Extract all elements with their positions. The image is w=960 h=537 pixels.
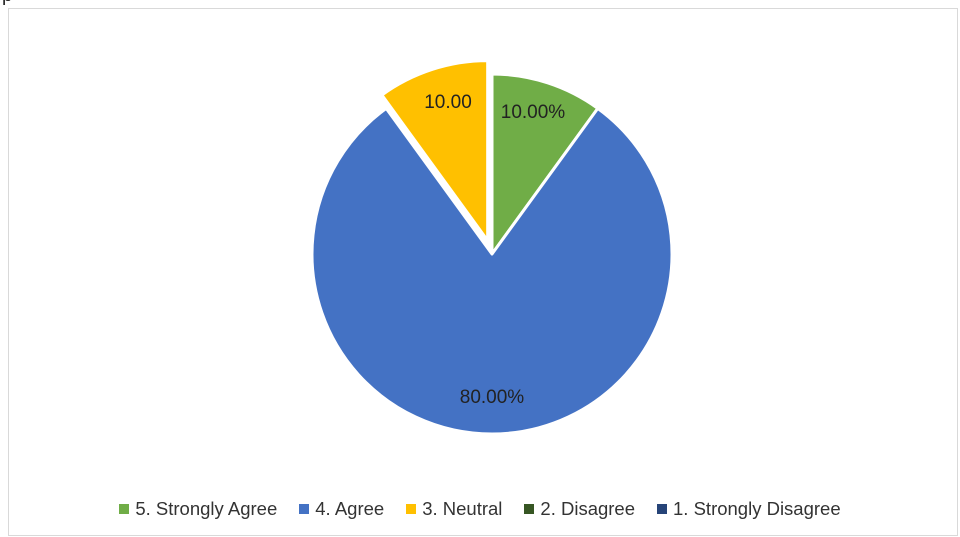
legend-item-2-disagree: 2. Disagree bbox=[524, 498, 635, 520]
legend-item-5-strongly-agree: 5. Strongly Agree bbox=[119, 498, 277, 520]
legend-swatch bbox=[119, 504, 130, 514]
cut-off-header-text: p bbox=[2, 0, 13, 7]
pie-slice-5-strongly-agree bbox=[490, 72, 600, 256]
pie-slice-4-agree bbox=[310, 106, 674, 436]
legend-item-4-agree: 4. Agree bbox=[299, 498, 384, 520]
legend-label: 2. Disagree bbox=[540, 498, 636, 519]
legend-label: 5. Strongly Agree bbox=[135, 498, 278, 519]
legend-swatch bbox=[406, 504, 417, 514]
legend-item-3-neutral: 3. Neutral bbox=[406, 498, 502, 520]
legend-label: 1. Strongly Disagree bbox=[673, 498, 841, 519]
data-label-5-strongly-agree: 10.00% bbox=[501, 102, 566, 123]
legend-item-1-strongly-disagree: 1. Strongly Disagree bbox=[657, 498, 841, 520]
legend-swatch bbox=[657, 504, 668, 514]
legend: 5. Strongly Agree 4. Agree 3. Neutral 2. Di… bbox=[0, 496, 960, 522]
data-label-3-neutral: 10.00 bbox=[424, 92, 472, 113]
legend-label: 4. Agree bbox=[315, 498, 385, 519]
legend-swatch bbox=[524, 504, 535, 514]
legend-label: 3. Neutral bbox=[422, 498, 503, 519]
pie-slice-3-neutral bbox=[380, 59, 490, 243]
data-label-4-agree: 80.00% bbox=[460, 387, 525, 408]
legend-swatch bbox=[299, 504, 310, 514]
